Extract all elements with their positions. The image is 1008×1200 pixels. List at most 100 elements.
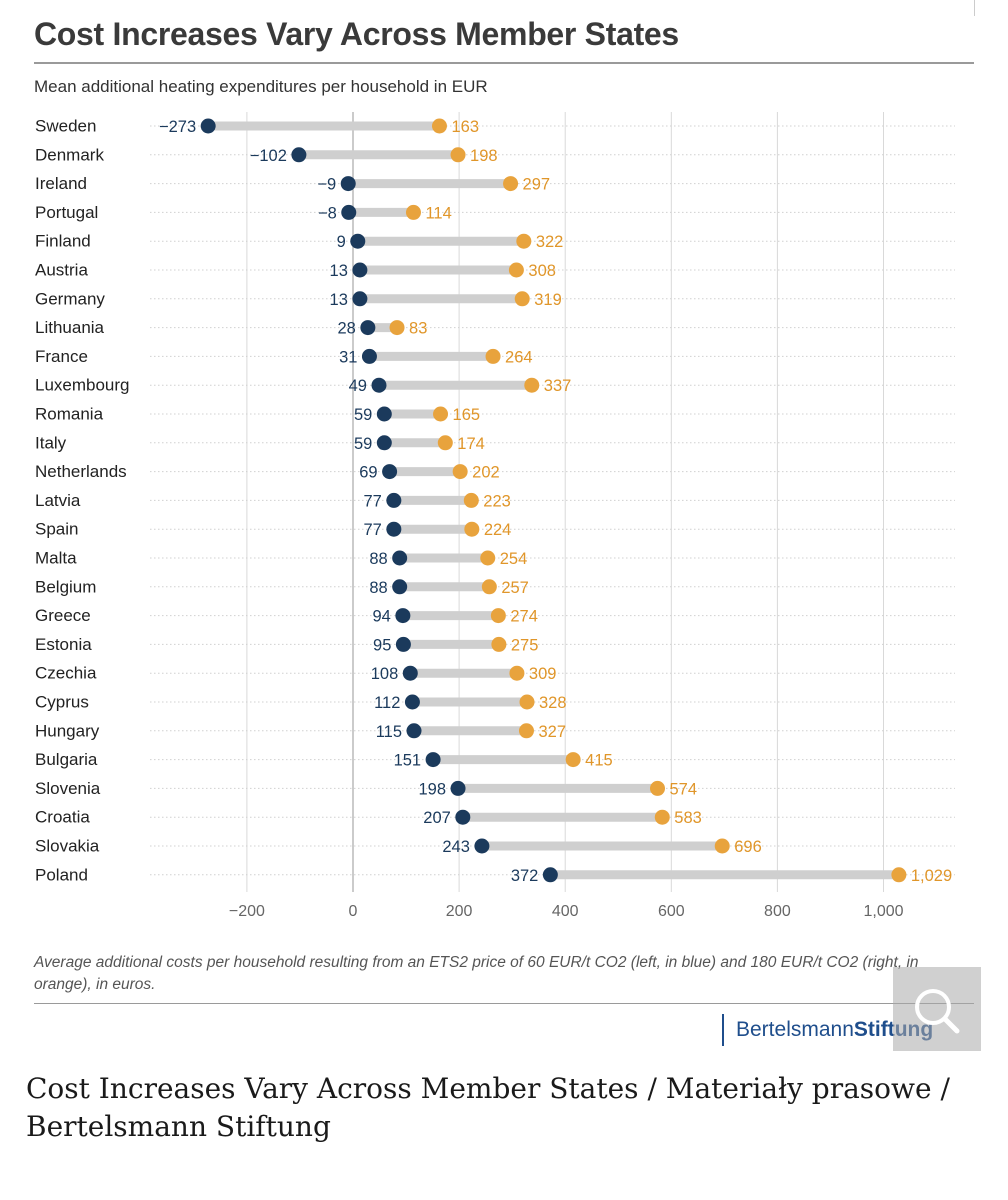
high-value-label: 337 — [544, 377, 572, 395]
category-label: Bulgaria — [35, 750, 98, 769]
category-label: Croatia — [35, 808, 90, 827]
low-value-label: −273 — [159, 118, 196, 136]
high-value-dot — [480, 550, 496, 566]
low-value-dot — [404, 694, 420, 710]
high-value-dot — [508, 262, 524, 278]
high-value-label: 1,029 — [911, 867, 952, 885]
low-value-dot — [395, 636, 411, 652]
high-value-dot — [433, 406, 449, 422]
chart-rows: Sweden −273 163 Denmark −102 198 Ireland −9 297 P… — [35, 117, 952, 885]
low-value-label: 243 — [442, 838, 470, 856]
high-value-label: 163 — [451, 118, 479, 136]
category-label: Ireland — [35, 174, 87, 193]
category-label: Czechia — [35, 664, 97, 683]
high-value-label: 83 — [409, 320, 427, 338]
low-value-label: 88 — [369, 579, 387, 597]
low-value-label: 94 — [373, 608, 391, 626]
frame-edge — [974, 0, 975, 16]
low-value-dot — [341, 204, 357, 220]
high-value-dot — [463, 492, 479, 508]
high-value-dot — [490, 608, 506, 624]
category-label: Netherlands — [35, 462, 127, 481]
high-value-label: 257 — [501, 579, 529, 597]
category-label: Hungary — [35, 721, 100, 740]
high-value-dot — [437, 435, 453, 451]
category-label: Italy — [35, 433, 67, 452]
high-value-dot — [452, 464, 468, 480]
low-value-dot — [542, 867, 558, 883]
low-value-dot — [291, 147, 307, 163]
low-value-dot — [386, 521, 402, 537]
high-value-label: 254 — [500, 550, 528, 568]
low-value-dot — [376, 435, 392, 451]
high-value-label: 583 — [674, 809, 702, 827]
category-label: Luxembourg — [35, 376, 130, 395]
high-value-dot — [509, 665, 525, 681]
high-value-label: 174 — [457, 435, 485, 453]
x-tick-label: 400 — [552, 903, 579, 920]
high-value-dot — [516, 233, 532, 249]
category-label: Latvia — [35, 491, 81, 510]
x-tick-label: 800 — [764, 903, 791, 920]
high-value-dot — [431, 118, 447, 134]
high-value-label: 264 — [505, 348, 533, 366]
low-value-label: 372 — [511, 867, 539, 885]
high-value-dot — [389, 320, 405, 336]
high-value-dot — [464, 521, 480, 537]
low-value-label: 9 — [337, 233, 346, 251]
low-value-dot — [360, 320, 376, 336]
high-value-dot — [519, 694, 535, 710]
zoom-button[interactable] — [893, 967, 981, 1051]
category-label: Portugal — [35, 203, 98, 222]
low-value-dot — [371, 377, 387, 393]
low-value-label: 112 — [374, 694, 400, 712]
high-value-label: 309 — [529, 665, 557, 683]
high-value-label: 275 — [511, 636, 539, 654]
category-label: Denmark — [35, 145, 104, 164]
high-value-label: 574 — [670, 780, 698, 798]
low-value-label: 69 — [359, 464, 377, 482]
high-value-label: 223 — [483, 492, 511, 510]
low-value-label: 88 — [369, 550, 387, 568]
low-value-dot — [402, 665, 418, 681]
high-value-dot — [485, 348, 501, 364]
low-value-label: 31 — [339, 348, 357, 366]
category-label: Greece — [35, 606, 91, 625]
high-value-dot — [481, 579, 497, 595]
low-value-dot — [474, 838, 490, 854]
high-value-dot — [405, 204, 421, 220]
category-label: Estonia — [35, 635, 92, 654]
x-tick-label: 600 — [658, 903, 685, 920]
high-value-dot — [450, 147, 466, 163]
low-value-label: 77 — [363, 521, 381, 539]
category-label: Cyprus — [35, 693, 89, 712]
high-value-dot — [891, 867, 907, 883]
high-value-label: 415 — [585, 752, 613, 770]
low-value-label: 115 — [376, 723, 402, 741]
category-label: Germany — [35, 289, 105, 308]
low-value-label: 49 — [349, 377, 367, 395]
low-value-dot — [450, 780, 466, 796]
x-axis-ticks: −200 0 200 400 600 800 1,000 — [229, 903, 904, 920]
high-value-dot — [491, 636, 507, 652]
low-value-dot — [376, 406, 392, 422]
logo-part1: Bertelsmann — [736, 1018, 854, 1041]
grid-lines — [150, 112, 955, 892]
high-value-dot — [714, 838, 730, 854]
low-value-dot — [352, 291, 368, 307]
category-label: Malta — [35, 549, 77, 568]
low-value-dot — [455, 809, 471, 825]
x-tick-label: 200 — [446, 903, 473, 920]
chart-subtitle: Mean additional heating expenditures per… — [34, 77, 488, 96]
high-value-label: 696 — [734, 838, 762, 856]
high-value-label: 297 — [523, 176, 551, 194]
category-label: Spain — [35, 520, 78, 539]
low-value-label: 95 — [373, 636, 391, 654]
low-value-label: −8 — [318, 204, 337, 222]
low-value-label: 77 — [363, 492, 381, 510]
category-label: Romania — [35, 405, 104, 424]
low-value-dot — [200, 118, 216, 134]
chart-title: Cost Increases Vary Across Member States — [34, 16, 679, 52]
high-value-dot — [565, 752, 581, 768]
category-label: Slovenia — [35, 779, 101, 798]
